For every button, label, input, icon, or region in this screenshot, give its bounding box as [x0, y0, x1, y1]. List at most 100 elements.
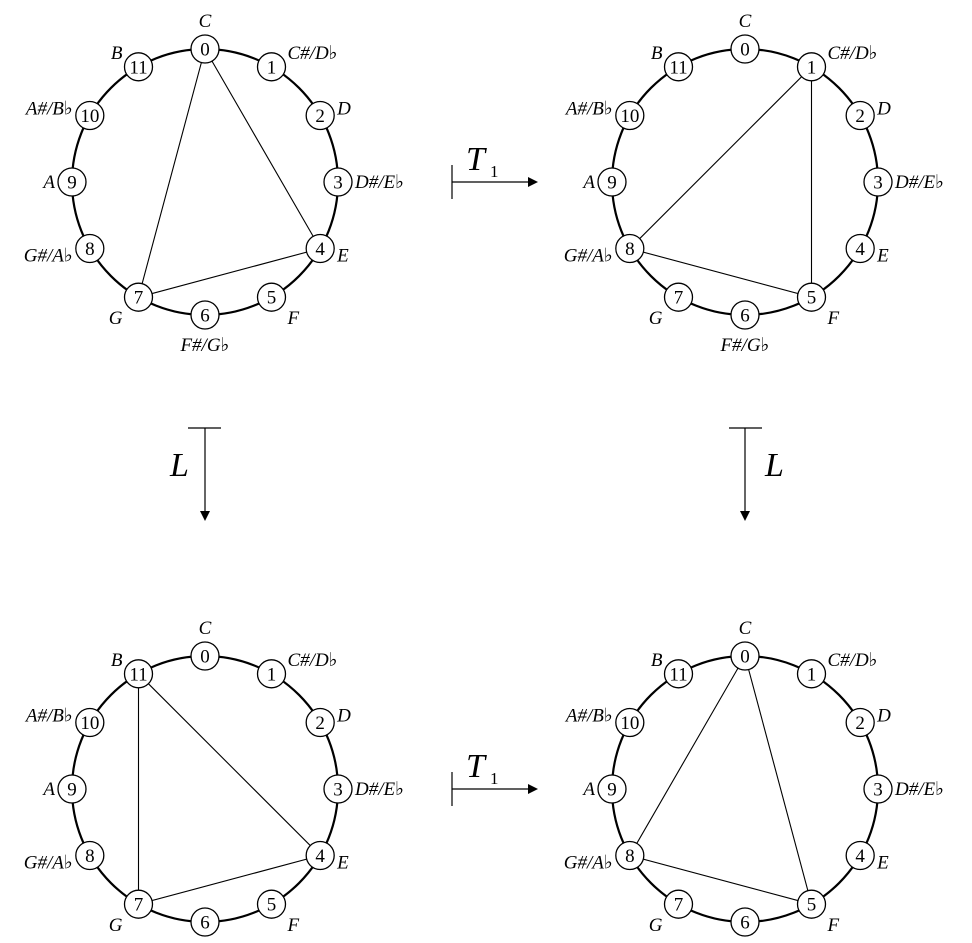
node-number: 10	[80, 713, 99, 734]
note-label-8: G#/A♭	[24, 853, 73, 874]
pitch-node-2: 2	[305, 707, 335, 738]
node-circle	[730, 907, 760, 937]
pitch-node-8: 8	[615, 233, 645, 264]
node-circle	[190, 641, 220, 671]
pitch-node-4: 4	[305, 233, 335, 264]
pitch-node-8: 8	[75, 840, 105, 871]
node-number: 11	[669, 664, 687, 685]
note-label-3: D#/E♭	[354, 779, 404, 800]
node-number: 9	[67, 173, 77, 194]
node-circle	[730, 34, 760, 64]
node-circle	[75, 707, 105, 738]
pitch-node-3: 3	[863, 167, 893, 197]
node-number: 1	[807, 57, 817, 78]
node-number: 10	[80, 106, 99, 127]
node-circle	[123, 889, 154, 919]
node-number: 6	[740, 306, 750, 327]
pitch-node-4: 4	[305, 840, 335, 871]
triad-triangle	[137, 47, 322, 298]
node-circle	[730, 641, 760, 671]
node-circle	[305, 840, 335, 871]
pitch-node-6: 6	[730, 907, 760, 937]
note-label-7: G	[649, 915, 663, 936]
map-arrow-top: T 1	[451, 141, 538, 199]
node-circle	[256, 889, 287, 919]
pitch-node-0: 0	[190, 641, 220, 671]
pitch-node-5: 5	[256, 889, 287, 919]
node-circle	[863, 167, 893, 197]
node-circle	[663, 659, 694, 689]
pitch-node-10: 10	[75, 100, 105, 131]
pitch-node-9: 9	[597, 774, 627, 804]
node-number: 8	[85, 846, 95, 867]
node-circle	[663, 282, 694, 312]
note-label-6: F#/G♭	[179, 335, 229, 356]
node-circle	[863, 774, 893, 804]
node-number: 2	[315, 106, 325, 127]
note-label-1: C#/D♭	[288, 43, 338, 64]
node-circle	[615, 100, 645, 131]
node-circle	[305, 100, 335, 131]
triad-triangle	[137, 672, 322, 905]
node-circle	[123, 282, 154, 312]
map-top-sub: 1	[490, 162, 499, 181]
node-circle	[663, 889, 694, 919]
note-label-7: G	[109, 915, 123, 936]
pitch-node-0: 0	[730, 641, 760, 671]
node-number: 8	[625, 846, 635, 867]
note-label-5: F	[287, 915, 300, 936]
node-number: 6	[740, 913, 750, 934]
note-label-2: D	[876, 706, 891, 727]
note-label-1: C#/D♭	[828, 43, 878, 64]
pitch-node-4: 4	[845, 840, 875, 871]
pitch-node-11: 11	[123, 52, 154, 82]
note-label-11: B	[111, 650, 123, 671]
node-circle	[796, 889, 827, 919]
map-arrow-bottom: T 1	[451, 748, 538, 806]
node-circle	[615, 707, 645, 738]
node-circle	[57, 774, 87, 804]
node-number: 4	[315, 846, 325, 867]
map-left-op: L	[169, 447, 189, 484]
node-number: 0	[740, 647, 750, 668]
node-circle	[730, 300, 760, 330]
pitch-node-9: 9	[57, 167, 87, 197]
node-number: 11	[129, 57, 147, 78]
node-number: 6	[200, 306, 210, 327]
node-circle	[190, 34, 220, 64]
node-number: 7	[674, 288, 684, 309]
pitch-node-11: 11	[663, 659, 694, 689]
node-number: 9	[607, 173, 617, 194]
node-circle	[615, 233, 645, 264]
note-label-9: A	[41, 172, 55, 193]
clock-bottom-left: 0C1C#/D♭2D3D#/E♭4E5F6F#/G♭7G8G#/A♭9A10A#…	[24, 618, 404, 943]
node-circle	[323, 774, 353, 804]
node-circle	[845, 707, 875, 738]
pitch-node-11: 11	[663, 52, 694, 82]
node-circle	[845, 840, 875, 871]
node-number: 10	[620, 106, 639, 127]
node-number: 4	[315, 239, 325, 260]
pitch-node-8: 8	[615, 840, 645, 871]
node-number: 1	[807, 664, 817, 685]
node-circle	[663, 52, 694, 82]
note-label-9: A	[41, 779, 55, 800]
note-label-1: C#/D♭	[288, 650, 338, 671]
pitch-node-10: 10	[75, 707, 105, 738]
note-label-1: C#/D♭	[828, 650, 878, 671]
pitch-node-1: 1	[256, 659, 287, 689]
node-number: 5	[267, 895, 277, 916]
node-number: 9	[607, 780, 617, 801]
note-label-10: A#/B♭	[24, 99, 73, 120]
triad-triangle	[628, 65, 813, 298]
node-number: 5	[807, 288, 817, 309]
note-label-10: A#/B♭	[564, 99, 613, 120]
pitch-node-10: 10	[615, 100, 645, 131]
pitch-circle	[610, 47, 880, 317]
note-label-0: C	[199, 618, 212, 639]
node-number: 5	[807, 895, 817, 916]
note-label-3: D#/E♭	[354, 172, 404, 193]
pitch-node-6: 6	[190, 300, 220, 330]
node-number: 0	[200, 647, 210, 668]
note-label-4: E	[876, 246, 889, 267]
